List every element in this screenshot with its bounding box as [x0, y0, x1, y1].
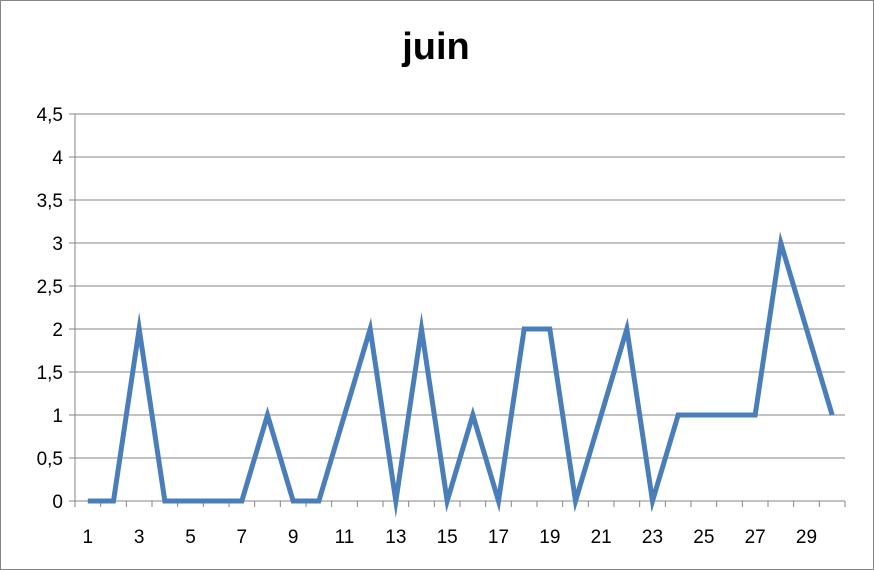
data-point [318, 500, 320, 502]
x-axis-ticks: 1 3 5 7 9 11 13 15 17 19 21 23 25 27 29 [74, 501, 846, 548]
x-tick-label: 19 [539, 527, 560, 548]
y-tick-label: 4 [52, 148, 63, 169]
data-point [729, 414, 730, 416]
y-tick-label: 1,5 [37, 363, 63, 384]
y-tick-label: 3 [52, 234, 63, 255]
data-point [626, 328, 628, 330]
x-tick-label: 7 [237, 527, 248, 548]
x-tick-label: 11 [335, 527, 355, 548]
data-point [241, 500, 243, 502]
axes [74, 114, 845, 502]
data-point [780, 242, 782, 244]
x-tick-label: 21 [591, 527, 612, 548]
y-tick-label: 3,5 [37, 191, 63, 212]
x-tick-label: 13 [385, 527, 406, 548]
x-tick-label: 27 [745, 527, 766, 548]
data-point [677, 414, 679, 416]
series-layer [87, 231, 835, 518]
y-tick-label: 0,5 [37, 449, 63, 470]
data-point [267, 414, 268, 416]
data-point [395, 500, 397, 502]
data-point [549, 328, 551, 330]
x-tick-label: 29 [796, 527, 817, 548]
x-tick-label: 23 [642, 527, 663, 548]
data-point [523, 328, 525, 330]
data-point [164, 500, 166, 502]
data-point [806, 328, 807, 330]
data-point [421, 328, 422, 330]
data-point [831, 414, 833, 416]
data-point [292, 500, 294, 502]
y-tick-label: 2,5 [37, 277, 63, 298]
x-tick-label: 25 [693, 527, 714, 548]
data-point [87, 500, 89, 502]
data-point [575, 500, 576, 502]
y-axis-ticks: 0 0,5 1 1,5 2 2,5 3 3,5 4 4,5 [37, 105, 75, 513]
data-point [138, 328, 140, 330]
data-point [472, 414, 474, 416]
x-tick-label: 1 [83, 527, 94, 548]
series-line [87, 231, 835, 518]
data-point [215, 500, 217, 502]
y-tick-label: 2 [52, 320, 63, 341]
x-tick-label: 17 [488, 527, 509, 548]
y-tick-label: 0 [52, 492, 63, 513]
x-tick-label: 3 [134, 527, 145, 548]
data-point [113, 500, 114, 502]
y-tick-label: 4,5 [37, 105, 63, 126]
data-point [600, 414, 602, 416]
data-point [703, 414, 705, 416]
data-point [190, 500, 191, 502]
data-point [369, 328, 371, 330]
gridlines [75, 113, 845, 459]
data-point [652, 500, 653, 502]
x-tick-label: 15 [437, 527, 458, 548]
x-tick-label: 5 [185, 527, 196, 548]
data-point [446, 500, 448, 502]
y-tick-label: 1 [52, 406, 63, 427]
chart-title: juin [402, 26, 470, 68]
data-point [344, 414, 345, 416]
data-point [754, 414, 756, 416]
x-tick-label: 9 [288, 527, 299, 548]
data-point [498, 500, 499, 502]
